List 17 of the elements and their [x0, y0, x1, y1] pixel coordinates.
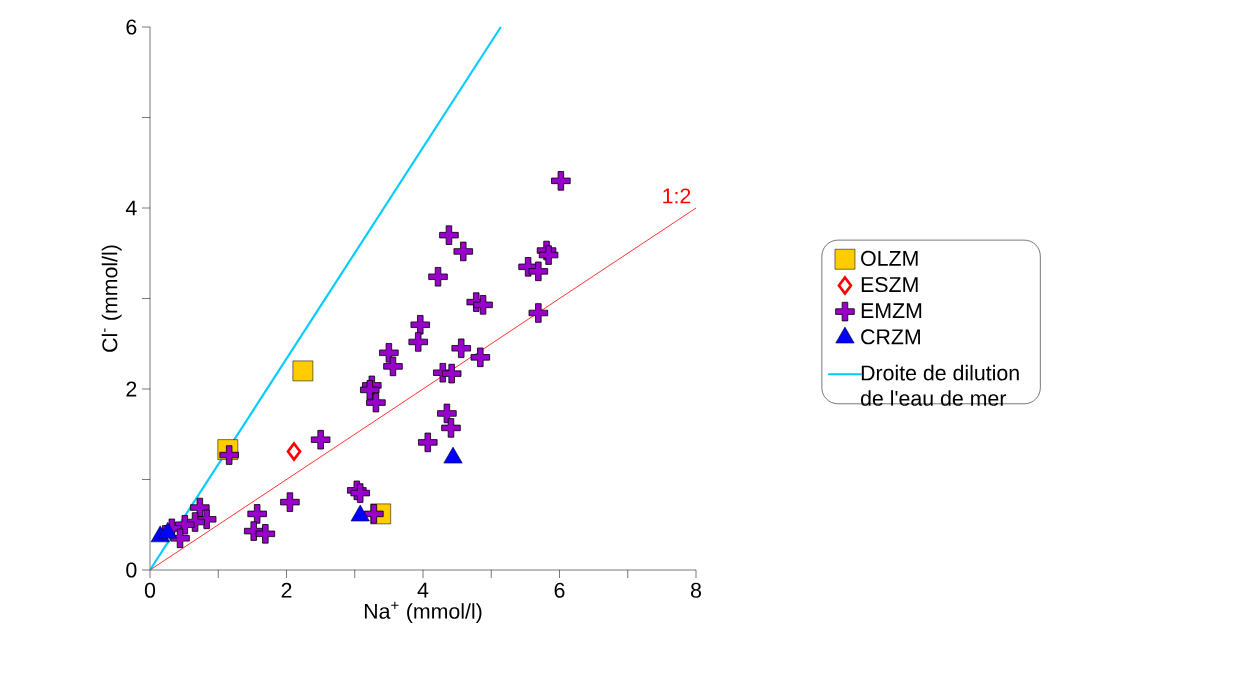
y-tick-label: 0 [126, 562, 137, 578]
y-tick-label: 6 [126, 19, 137, 35]
legend-label: CRZM [861, 329, 920, 345]
annotation: 1:2 [663, 188, 691, 204]
x-tick-label: 2 [281, 582, 292, 598]
x-tick-label: 6 [554, 582, 565, 598]
legend-label: EMZM [861, 303, 922, 318]
y-tick-label: 4 [125, 200, 137, 216]
x-tick-label: 8 [690, 582, 702, 598]
legend-label: ESZM [861, 277, 918, 293]
x-axis-title: Na$^{+}$ (mmol/l) [364, 601, 482, 624]
x-tick-label: 4 [417, 582, 429, 598]
legend-label: Droite de dilution de l'eau de mer [860, 364, 1019, 406]
x-tick-label: 0 [144, 582, 156, 598]
legend-label: OLZM [861, 250, 918, 266]
y-axis-title: Cl$^{-}$ (mmol/l) [101, 245, 122, 352]
y-tick-label: 2 [126, 381, 137, 397]
